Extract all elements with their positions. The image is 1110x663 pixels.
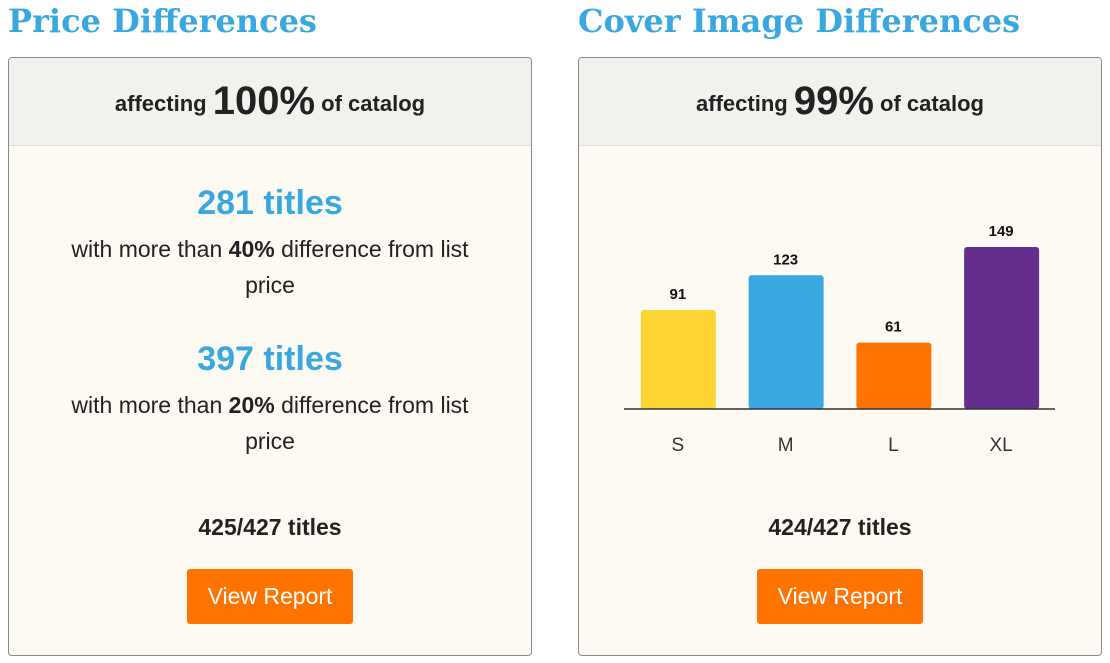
header-value: 99%	[793, 79, 874, 123]
panel-title: Cover Image Differences	[578, 2, 1021, 40]
stat-text: with more than 20% difference from list …	[50, 387, 490, 459]
view-report-button[interactable]: View Report	[187, 569, 353, 624]
header-prefix: affecting	[114, 91, 207, 116]
stat-prefix: with more than	[71, 392, 223, 418]
view-report-button[interactable]: View Report	[757, 569, 923, 624]
stat-suffix: difference from list price	[245, 236, 469, 298]
card: affecting 99% of catalog 91 S 123 M 61 L 149 XL…	[578, 57, 1102, 656]
card-footer: 424/427 titles	[768, 514, 912, 540]
x-tick-label: M	[778, 435, 794, 456]
stat-text: with more than 40% difference from list …	[50, 231, 490, 303]
card-header: affecting 99% of catalog	[579, 58, 1101, 146]
stat: 397 titles with more than 20% difference…	[9, 340, 531, 459]
header-value: 100%	[212, 79, 316, 123]
card-header: affecting 100% of catalog	[9, 58, 531, 146]
stat-prefix: with more than	[71, 236, 223, 262]
panel-title: Price Differences	[8, 2, 317, 40]
x-tick-label: L	[888, 435, 899, 456]
card: affecting 100% of catalog 281 titles wit…	[8, 57, 532, 656]
stat-highlight: 40%	[228, 236, 275, 262]
header-suffix: of catalog	[321, 91, 426, 116]
x-tick-label: S	[672, 435, 685, 456]
chart: 91 S 123 M 61 L 149 XL	[624, 223, 1055, 456]
stat: 281 titles with more than 40% difference…	[9, 184, 531, 303]
value-label: 123	[773, 251, 798, 268]
x-tick-label: XL	[990, 435, 1013, 456]
header-prefix: affecting	[696, 91, 788, 116]
value-label: 61	[885, 319, 902, 336]
stat-headline: 281 titles	[197, 184, 343, 222]
card-footer: 425/427 titles	[198, 514, 342, 540]
value-label: 91	[670, 286, 687, 303]
bar	[856, 342, 932, 409]
bar	[964, 247, 1040, 409]
stat-headline: 397 titles	[197, 340, 343, 378]
stat-highlight: 20%	[228, 392, 275, 418]
header-suffix: of catalog	[880, 91, 984, 116]
bar	[748, 275, 824, 409]
stat-suffix: difference from list price	[245, 392, 469, 454]
value-label: 149	[989, 223, 1014, 240]
bar	[640, 310, 716, 409]
